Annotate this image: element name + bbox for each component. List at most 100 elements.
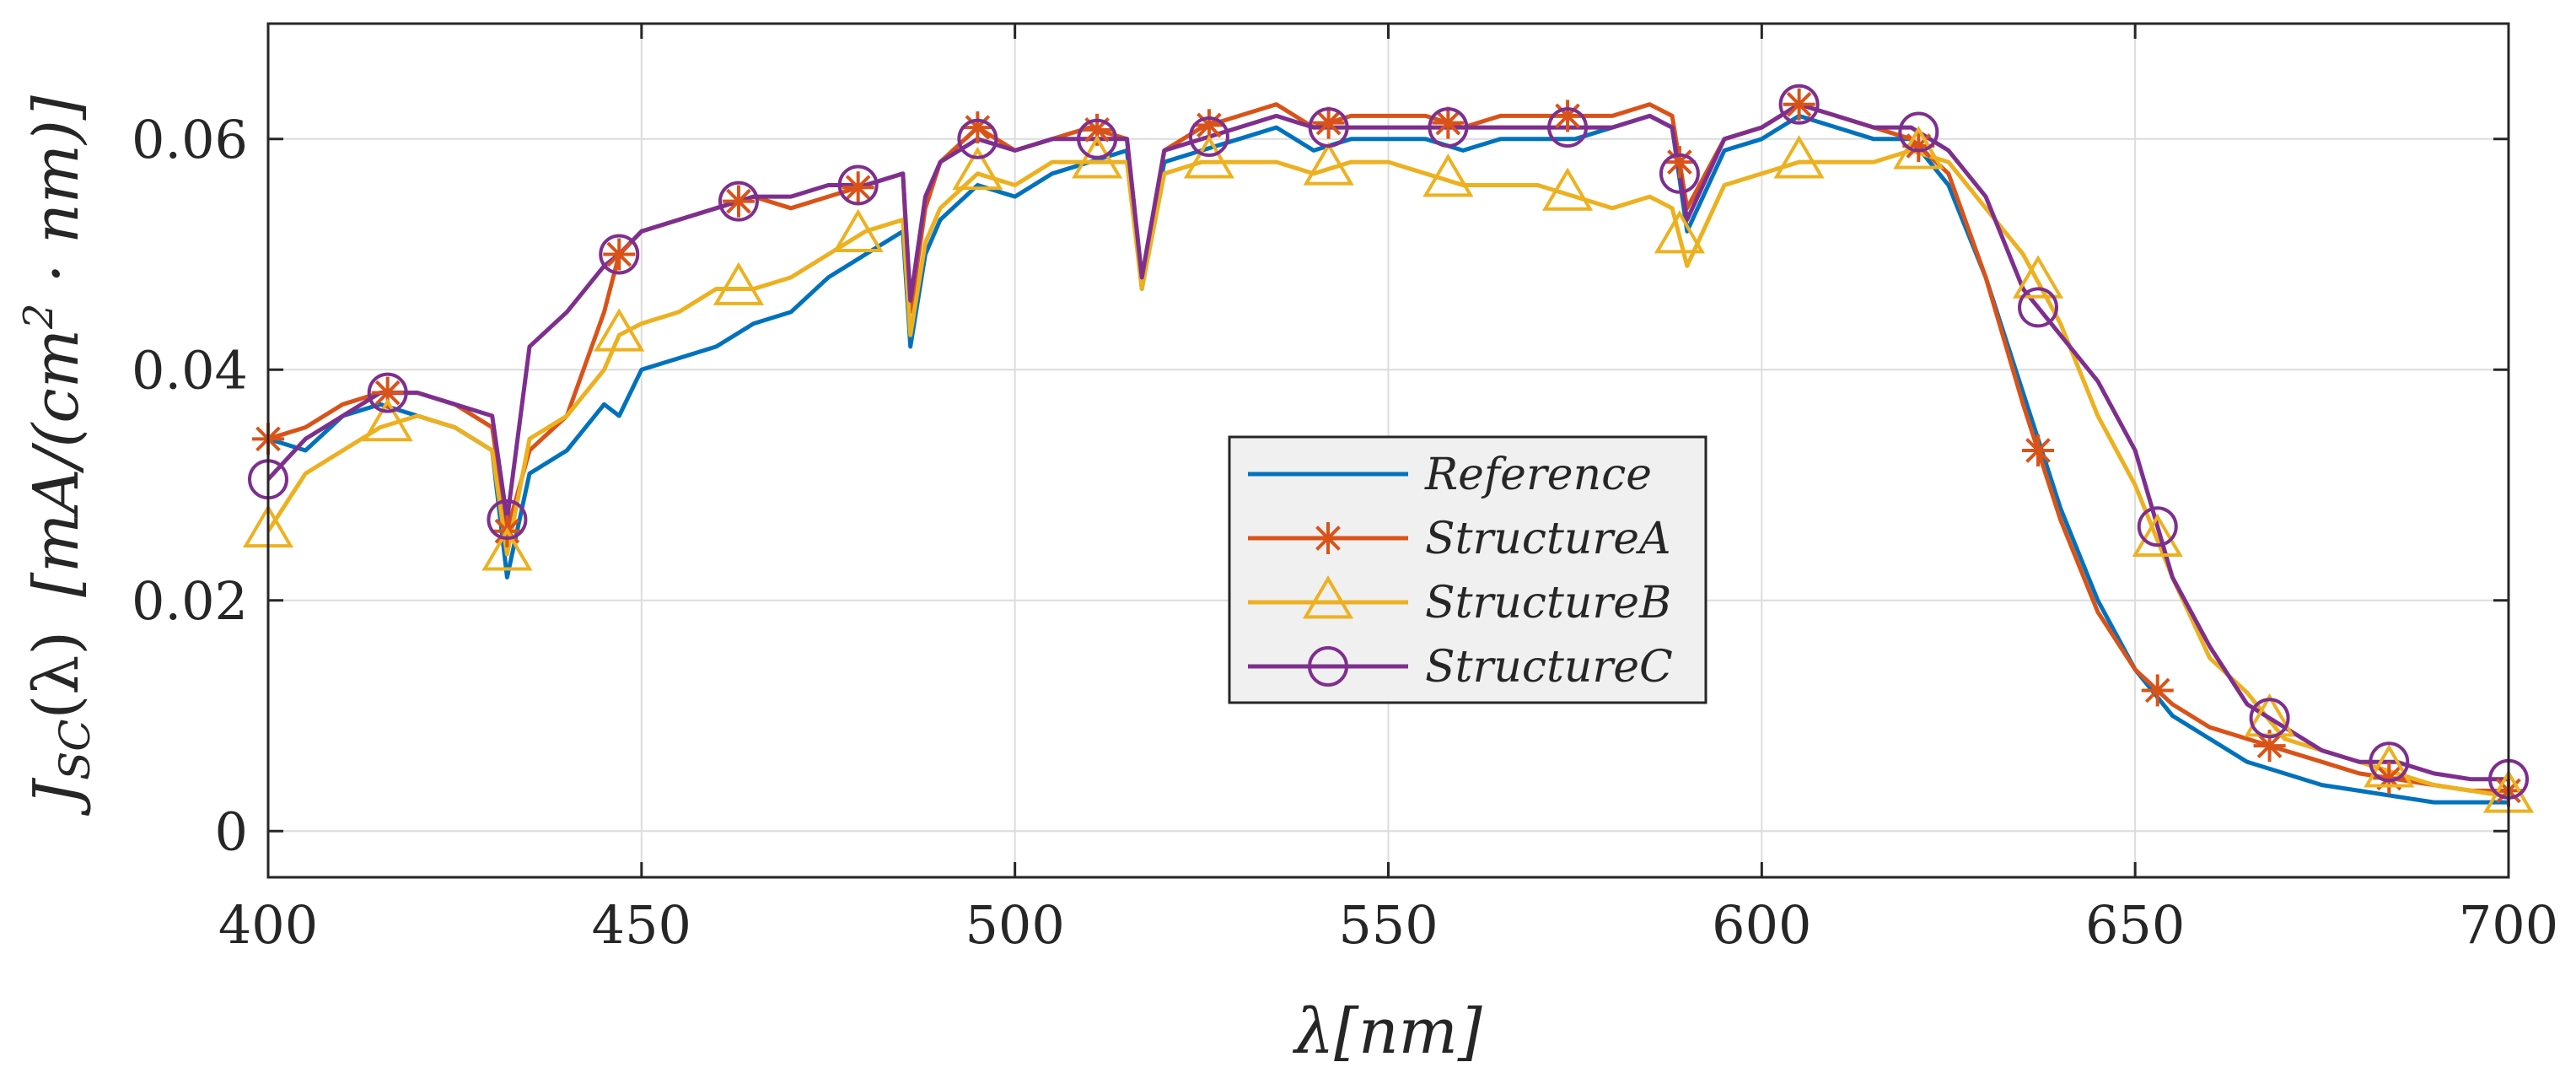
marker-structurea <box>1783 88 1815 121</box>
y-axis-title: JSC(λ)[mA/(cm2 · nm)] <box>15 95 99 817</box>
marker-structureb <box>1303 142 1354 186</box>
marker-structurec <box>2137 506 2178 547</box>
marker-structureb <box>1773 135 1825 179</box>
asterisk-stroke <box>1435 110 1461 136</box>
marker-structurec <box>1077 118 1118 159</box>
circle-shape <box>718 181 759 222</box>
triangle-shape <box>1183 135 1235 179</box>
y-axis-title-subscript: SC <box>51 720 99 781</box>
marker-structureb <box>2364 744 2415 788</box>
asterisk-stroke <box>726 188 751 214</box>
marker-structurec <box>718 181 759 222</box>
circle-shape <box>1428 107 1469 148</box>
circle-shape <box>1308 107 1349 148</box>
legend-label: StructureC <box>1425 642 1673 693</box>
x-tick-label: 550 <box>1338 894 1438 956</box>
marker-structurec <box>1898 111 1939 153</box>
marker-structurea <box>1663 146 1696 179</box>
asterisk-stroke <box>1315 110 1342 136</box>
triangle-shape <box>1302 575 1354 619</box>
marker-structureb <box>2012 255 2064 299</box>
circle-shape <box>2137 506 2178 547</box>
y-axis-title-argument: (λ) <box>20 631 93 720</box>
legend-label: StructureB <box>1425 578 1671 628</box>
circle-shape <box>1898 111 1939 153</box>
marker-structurec <box>1778 84 1820 125</box>
triangle-shape <box>1773 135 1825 179</box>
y-axis-title-unit: [mA/(cm <box>20 329 93 597</box>
triangle-shape <box>2132 513 2183 558</box>
asterisk-stroke <box>2144 677 2170 704</box>
marker-structurec <box>1428 107 1469 148</box>
triangle-shape <box>1422 154 1474 197</box>
x-tick-label: 500 <box>965 894 1064 956</box>
marker-structureb <box>952 146 1003 191</box>
circle-shape <box>1547 107 1589 148</box>
circle-shape <box>2018 287 2059 328</box>
marker-structurec <box>1308 107 1349 148</box>
marker-structurec <box>599 234 640 275</box>
marker-structurec <box>2018 287 2059 328</box>
legend: Reference StructureA StructureB StructureC <box>1228 435 1707 704</box>
marker-structureb <box>1071 135 1123 179</box>
marker-structurea <box>2022 434 2055 466</box>
circle-shape <box>837 164 879 206</box>
marker-structurec <box>487 499 528 541</box>
legend-entry: StructureA <box>1248 514 1671 564</box>
marker-structurec <box>1188 116 1229 158</box>
legend-marker <box>1308 646 1348 687</box>
y-axis-title-unit-superscript: 2 <box>15 303 62 330</box>
asterisk-stroke <box>1667 149 1692 175</box>
marker-structurec <box>957 118 998 159</box>
legend-label: Reference <box>1424 450 1652 500</box>
marker-structurea <box>842 171 874 204</box>
x-tick-labels: 400 450 500 550 600 650 700 <box>218 894 2558 956</box>
marker-structurea <box>2141 674 2174 707</box>
legend-entry: Reference <box>1248 450 1652 500</box>
marker-structurea <box>1552 100 1584 132</box>
y-tick-label: 0 <box>215 801 248 862</box>
marker-structurec <box>367 372 408 413</box>
asterisk-stroke <box>1555 103 1580 129</box>
legend-label: StructureA <box>1425 514 1671 564</box>
asterisk-stroke <box>374 380 401 406</box>
marker-structurea <box>722 185 755 218</box>
legend-entry: StructureB <box>1248 575 1671 628</box>
circle-shape <box>1778 84 1820 125</box>
circle-shape <box>1659 153 1700 194</box>
triangle-shape <box>481 527 533 571</box>
circle-shape <box>2249 698 2290 739</box>
series-markers <box>242 84 2535 813</box>
marker-structureb <box>594 308 645 352</box>
legend-entry: StructureC <box>1248 642 1673 693</box>
marker-structurea <box>1312 106 1345 139</box>
triangle-shape <box>362 397 413 442</box>
triangle-shape <box>1654 210 1706 254</box>
marker-structureb <box>481 527 533 571</box>
circle-shape <box>487 499 528 541</box>
marker-structureb <box>362 397 413 442</box>
asterisk-stroke <box>845 175 871 201</box>
triangle-shape <box>713 261 765 305</box>
y-tick-label: 0.04 <box>132 339 248 401</box>
triangle-shape <box>2012 255 2064 299</box>
x-tick-label: 600 <box>1712 894 1811 956</box>
marker-structurec <box>2369 741 2410 783</box>
marker-structureb <box>1422 154 1474 197</box>
triangle-shape <box>1541 167 1594 211</box>
circle-shape <box>367 372 408 413</box>
axis-ticks <box>266 24 2510 877</box>
marker-structurea <box>1432 106 1465 139</box>
x-tick-label: 700 <box>2459 894 2558 956</box>
circle-shape <box>2369 741 2410 783</box>
asterisk-stroke <box>1906 133 1932 159</box>
asterisk-stroke <box>2256 733 2283 758</box>
asterisk-stroke <box>1197 112 1222 138</box>
marker-structureb <box>2132 513 2183 558</box>
x-tick-label: 450 <box>592 894 691 956</box>
marker-structurec <box>1547 107 1589 148</box>
marker-structureb <box>1183 135 1235 179</box>
marker-structurec <box>2249 698 2290 739</box>
y-axis-title-unit-end: · nm)] <box>20 95 93 303</box>
legend-box <box>1228 435 1707 704</box>
